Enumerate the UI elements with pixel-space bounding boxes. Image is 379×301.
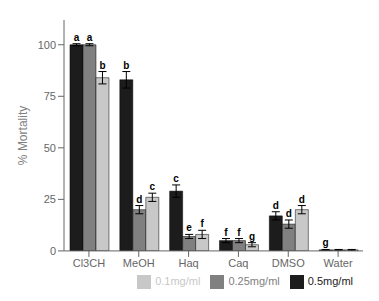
- svg-text:MeOH: MeOH: [123, 257, 155, 269]
- svg-text:d: d: [273, 200, 279, 211]
- svg-text:Cl3CH: Cl3CH: [73, 257, 105, 269]
- svg-text:50: 50: [44, 142, 56, 154]
- svg-text:a: a: [74, 32, 80, 43]
- svg-text:Caq: Caq: [228, 257, 248, 269]
- svg-text:f: f: [224, 227, 228, 238]
- svg-text:25: 25: [44, 193, 56, 205]
- svg-text:d: d: [136, 194, 142, 205]
- svg-text:e: e: [186, 222, 192, 233]
- svg-text:g: g: [323, 237, 329, 248]
- svg-text:b: b: [99, 60, 105, 71]
- svg-text:Haq: Haq: [178, 257, 198, 269]
- svg-text:% Mortality: % Mortality: [16, 106, 30, 165]
- svg-text:0: 0: [50, 245, 56, 257]
- svg-text:DMSO: DMSO: [272, 257, 305, 269]
- svg-text:c: c: [173, 173, 179, 184]
- svg-text:d: d: [286, 208, 292, 219]
- svg-text:b: b: [123, 60, 129, 71]
- svg-text:d: d: [299, 194, 305, 205]
- html-text:0.1mg/ml: 0.1mg/ml: [155, 274, 201, 287]
- svg-text:a: a: [87, 32, 93, 43]
- html-text:0.5mg/ml: 0.5mg/ml: [307, 274, 353, 287]
- svg-text:c: c: [150, 181, 156, 192]
- svg-text:g: g: [249, 231, 255, 242]
- svg-text:f: f: [237, 227, 241, 238]
- svg-text:Water: Water: [324, 257, 353, 269]
- svg-text:100: 100: [38, 39, 56, 51]
- svg-text:f: f: [200, 218, 204, 229]
- html-text:0.25mg/ml: 0.25mg/ml: [228, 274, 280, 287]
- svg-text:75: 75: [44, 90, 56, 102]
